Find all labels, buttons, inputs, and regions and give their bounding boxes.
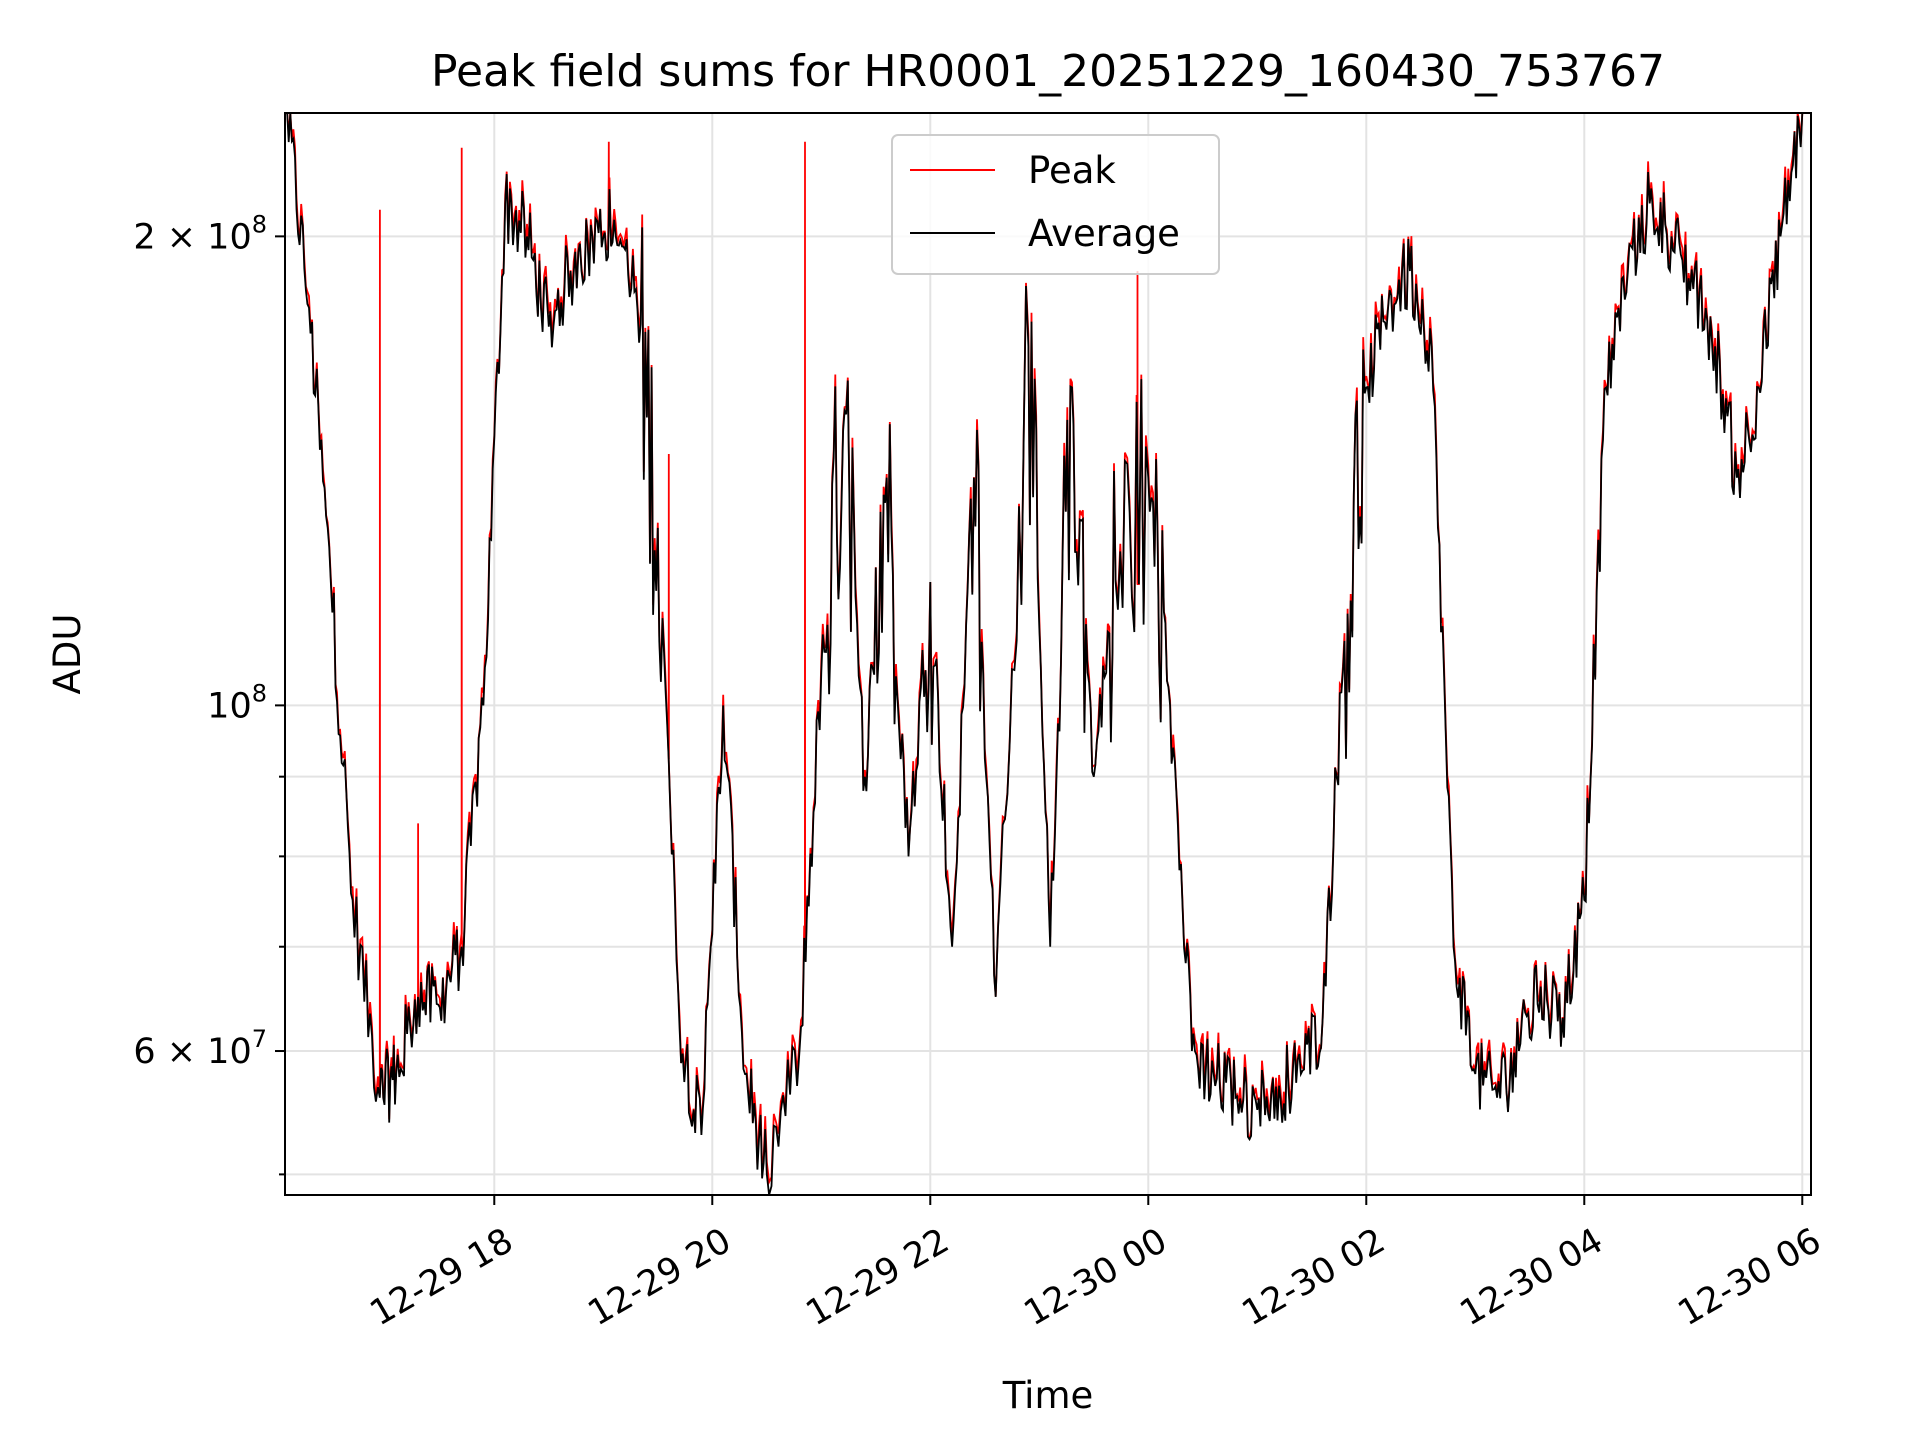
x-tick-label: 12-30 04 <box>1454 1221 1610 1334</box>
plot-frame <box>284 112 1812 1196</box>
legend-average-label: Average <box>1028 212 1180 255</box>
legend-peak-label: Peak <box>1028 149 1116 192</box>
axis-ticks: 6 × 107 108 2 × 108 12-29 18 12-29 20 12-29 2… <box>133 210 1828 1334</box>
x-tick-label: 12-30 06 <box>1672 1221 1828 1334</box>
y-tick-label: 6 × 107 <box>133 1025 267 1072</box>
y-tick-label: 2 × 108 <box>133 210 267 257</box>
chart-title: Peak field sums for HR0001_20251229_1604… <box>431 46 1665 97</box>
x-tick-label: 12-30 00 <box>1018 1221 1174 1334</box>
y-axis-label: ADU <box>46 614 89 695</box>
x-axis-label: Time <box>1002 1374 1094 1417</box>
x-tick-label: 12-29 20 <box>582 1221 738 1334</box>
x-tick-label: 12-30 02 <box>1236 1221 1392 1334</box>
plot-lines <box>286 113 1804 1195</box>
grid <box>285 113 1811 1195</box>
legend: Peak Average <box>891 134 1220 275</box>
average-series-line <box>286 113 1804 1195</box>
x-tick-label: 12-29 18 <box>364 1221 520 1334</box>
x-tick-label: 12-29 22 <box>800 1221 956 1334</box>
y-tick-label: 108 <box>207 679 267 726</box>
